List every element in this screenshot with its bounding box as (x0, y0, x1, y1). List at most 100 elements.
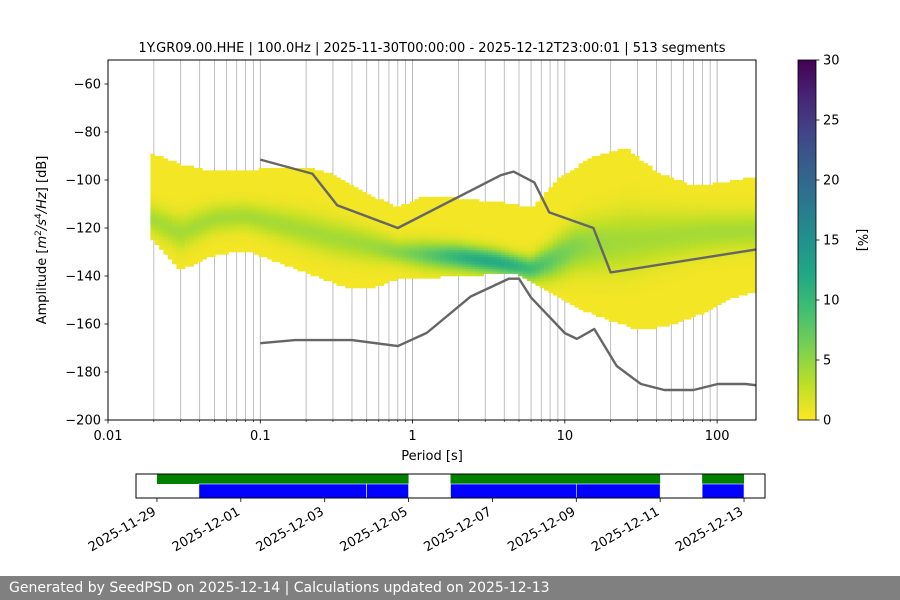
heatmap-cell (544, 249, 549, 253)
heatmap-cell (180, 235, 186, 238)
heatmap-cell (652, 297, 657, 301)
heatmap-cell (306, 228, 311, 231)
heatmap-cell (314, 199, 320, 202)
heatmap-cell (163, 237, 169, 241)
heatmap-cell (306, 225, 311, 229)
heatmap-cell (647, 230, 653, 234)
heatmap-cell (409, 228, 415, 231)
heatmap-cell (375, 280, 380, 284)
heatmap-cell (206, 211, 212, 214)
heatmap-cell (362, 268, 368, 272)
heatmap-cell (319, 189, 324, 193)
heatmap-cell (526, 242, 532, 246)
heatmap-cell (353, 268, 359, 272)
heatmap-cell (427, 247, 432, 250)
heatmap-cell (604, 192, 610, 195)
heatmap-cell (604, 304, 610, 308)
heatmap-cell (435, 199, 441, 202)
heatmap-cell (513, 216, 519, 219)
heatmap-cell (634, 249, 640, 253)
heatmap-cell (150, 177, 156, 181)
heatmap-cell (167, 208, 173, 212)
heatmap-cell (595, 194, 601, 198)
heatmap-cell (531, 216, 536, 219)
heatmap-cell (574, 228, 579, 231)
heatmap-cell (544, 201, 549, 205)
heatmap-cell (159, 180, 164, 183)
heatmap-cell (288, 187, 294, 190)
heatmap-cell (375, 264, 380, 267)
heatmap-cell (375, 259, 380, 262)
heatmap-cell (280, 235, 285, 238)
heatmap-cell (509, 268, 515, 272)
heatmap-cell (267, 201, 272, 205)
heatmap-cell (409, 252, 415, 255)
heatmap-cell (172, 213, 177, 217)
heatmap-cell (492, 208, 497, 212)
heatmap-cell (314, 218, 320, 222)
heatmap-cell (613, 163, 618, 166)
heatmap-cell (604, 165, 610, 169)
heatmap-cell (314, 172, 320, 176)
heatmap-cell (474, 235, 480, 238)
heatmap-cell (258, 249, 264, 253)
heatmap-cell (180, 220, 186, 224)
heatmap-cell (526, 218, 532, 222)
heatmap-cell (522, 261, 528, 265)
heatmap-cell (466, 268, 471, 272)
heatmap-cell (470, 256, 476, 260)
heatmap-cell (223, 228, 229, 231)
heatmap-cell (236, 244, 242, 248)
heatmap-cell (202, 252, 207, 255)
heatmap-cell (613, 259, 618, 262)
heatmap-cell (314, 244, 320, 248)
heatmap-cell (634, 283, 640, 286)
heatmap-cell (375, 228, 380, 231)
heatmap-cell (470, 235, 476, 238)
heatmap-cell (414, 223, 419, 226)
heatmap-cell (306, 204, 311, 207)
heatmap-cell (630, 225, 636, 229)
heatmap-cell (544, 194, 549, 198)
heatmap-cell (427, 276, 432, 279)
heatmap-cell (608, 163, 614, 166)
heatmap-cell (176, 196, 182, 200)
heatmap-cell (405, 252, 411, 255)
heatmap-cell (570, 216, 575, 219)
heatmap-cell (595, 230, 601, 234)
heatmap-cell (626, 158, 631, 162)
heatmap-cell (245, 213, 251, 217)
heatmap-cell (349, 271, 355, 274)
heatmap-cell (531, 259, 536, 262)
heatmap-cell (172, 211, 177, 214)
heatmap-cell (634, 211, 640, 214)
heatmap-cell (526, 276, 532, 279)
heatmap-cell (552, 244, 558, 248)
heatmap-cell (591, 172, 597, 176)
heatmap-cell (297, 213, 303, 217)
heatmap-cell (613, 307, 618, 310)
heatmap-cell (275, 223, 281, 226)
heatmap-cell (301, 172, 307, 176)
heatmap-cell (176, 266, 182, 270)
heatmap-cell (487, 225, 493, 229)
heatmap-cell (314, 187, 320, 190)
heatmap-cell (578, 184, 584, 188)
heatmap-cell (340, 232, 346, 236)
heatmap-cell (652, 177, 657, 181)
heatmap-cell (500, 218, 506, 222)
heatmap-cell (396, 273, 402, 277)
heatmap-cell (323, 264, 329, 267)
heatmap-cell (353, 192, 359, 195)
heatmap-cell (362, 249, 368, 253)
heatmap-cell (652, 266, 657, 270)
heatmap-cell (319, 276, 324, 279)
heatmap-cell (375, 206, 380, 210)
heatmap-cell (639, 160, 644, 164)
heatmap-cell (444, 208, 450, 212)
heatmap-cell (582, 237, 588, 241)
heatmap-cell (457, 264, 463, 267)
heatmap-cell (591, 156, 597, 159)
heatmap-cell (223, 232, 229, 236)
heatmap-cell (167, 160, 173, 164)
